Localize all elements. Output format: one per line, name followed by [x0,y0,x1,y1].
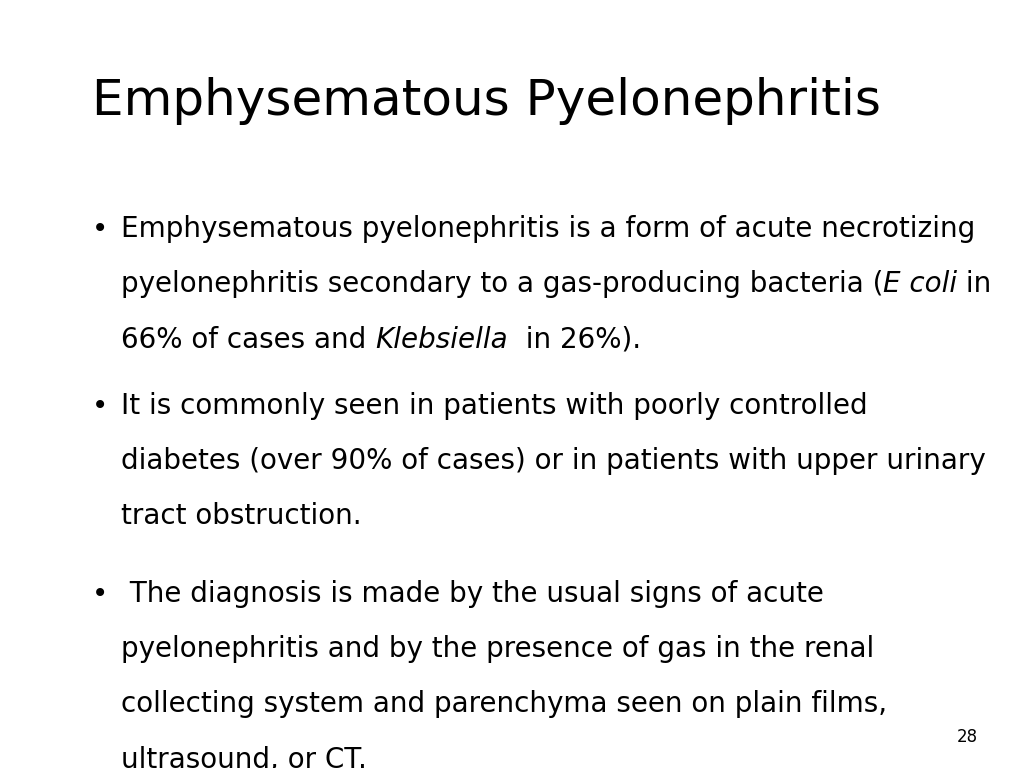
Text: collecting system and parenchyma seen on plain films,: collecting system and parenchyma seen on… [121,690,887,718]
Text: in 26%).: in 26%). [508,326,641,353]
Text: tract obstruction.: tract obstruction. [121,502,361,530]
Text: •: • [92,580,109,607]
Text: E coli: E coli [884,270,957,298]
Text: •: • [92,215,109,243]
Text: •: • [92,392,109,419]
Text: pyelonephritis and by the presence of gas in the renal: pyelonephritis and by the presence of ga… [121,635,874,663]
Text: Klebsiella: Klebsiella [375,326,508,353]
Text: 28: 28 [956,729,978,746]
Text: Emphysematous pyelonephritis is a form of acute necrotizing: Emphysematous pyelonephritis is a form o… [121,215,975,243]
Text: in: in [957,270,991,298]
Text: Emphysematous Pyelonephritis: Emphysematous Pyelonephritis [92,77,882,124]
Text: It is commonly seen in patients with poorly controlled: It is commonly seen in patients with poo… [121,392,867,419]
Text: 66% of cases and: 66% of cases and [121,326,375,353]
Text: The diagnosis is made by the usual signs of acute: The diagnosis is made by the usual signs… [121,580,823,607]
Text: ultrasound, or CT.: ultrasound, or CT. [121,746,367,768]
Text: diabetes (over 90% of cases) or in patients with upper urinary: diabetes (over 90% of cases) or in patie… [121,447,985,475]
Text: pyelonephritis secondary to a gas-producing bacteria (: pyelonephritis secondary to a gas-produc… [121,270,884,298]
